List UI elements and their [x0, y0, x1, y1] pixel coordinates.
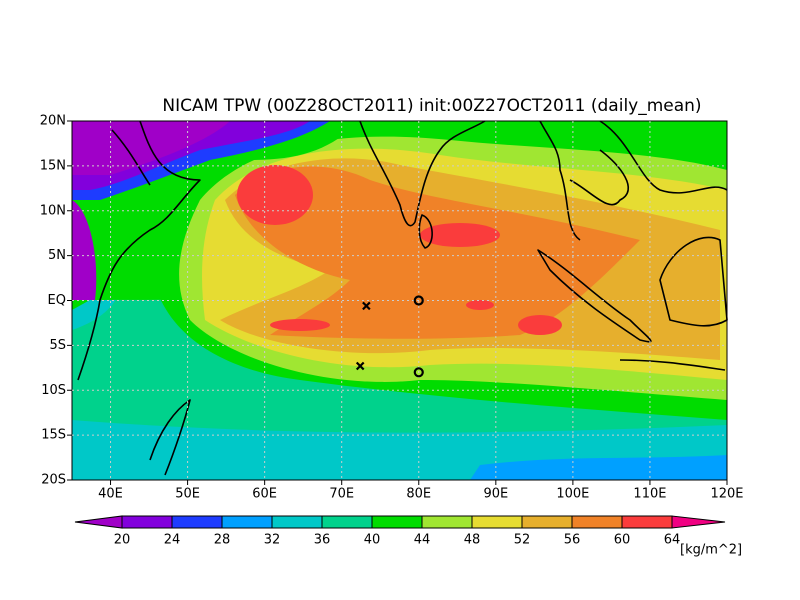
coastline-sumatra [537, 249, 652, 343]
y-tick-label: 20N [40, 114, 66, 129]
colorbar-swatch [271, 515, 323, 529]
colorbar-label: 28 [214, 533, 231, 548]
x-tick-label: 120E [710, 487, 743, 502]
colorbar-label: 24 [164, 533, 181, 548]
coastline-thailand [569, 149, 629, 206]
coastline-java [619, 359, 726, 371]
colorbar-label: 64 [664, 533, 681, 548]
marker-x [355, 361, 365, 371]
x-tick-label: 70E [329, 487, 354, 502]
colorbar-swatch [221, 515, 273, 529]
colorbar-label: 60 [614, 533, 631, 548]
coastline-red-sea [111, 129, 151, 186]
coastline-africa [77, 120, 201, 381]
y-tick-label: 15S [41, 428, 66, 443]
colorbar-label: 20 [114, 533, 131, 548]
y-tick-label: 20S [41, 473, 66, 488]
x-tick-label: 100E [556, 487, 589, 502]
colorbar-swatch [421, 515, 473, 529]
colorbar-label: 52 [514, 533, 531, 548]
colorbar-swatch [471, 515, 523, 529]
tpw-field [72, 121, 727, 480]
coastline-indochina [599, 120, 728, 194]
colorbar-swatch [121, 515, 173, 529]
colorbar-swatch [621, 515, 673, 529]
y-tick-label: 10S [41, 383, 66, 398]
coastlines [77, 120, 728, 476]
colorbar-swatch [571, 515, 623, 529]
coastline-madagascar [149, 399, 191, 476]
x-tick-label: 80E [406, 487, 431, 502]
x-tick-label: 50E [175, 487, 200, 502]
x-tick-label: 60E [252, 487, 277, 502]
colorbar-swatch [321, 515, 373, 529]
y-tick-label: EQ [48, 293, 66, 308]
y-tick-label: 5S [49, 338, 66, 353]
colorbar-label: 36 [314, 533, 331, 548]
colorbar-units: [kg/m^2] [680, 543, 742, 558]
colorbar-swatch [171, 515, 223, 529]
colorbar-label: 40 [364, 533, 381, 548]
x-tick-label: 90E [483, 487, 508, 502]
colorbar-swatch [671, 515, 726, 529]
x-tick-label: 40E [98, 487, 123, 502]
marker-circle [413, 295, 424, 306]
marker-x [362, 301, 371, 311]
map-title: NICAM TPW (00Z28OCT2011) init:00Z27OCT20… [162, 96, 701, 116]
coastline-india [359, 120, 486, 227]
coastline-borneo [659, 236, 728, 327]
colorbar-label: 44 [414, 533, 431, 548]
y-tick-label: 10N [40, 203, 66, 218]
colorbar-swatch [371, 515, 423, 529]
coastline-burma [539, 120, 581, 241]
marker-circle [413, 367, 424, 378]
x-tick-label: 110E [633, 487, 666, 502]
colorbar-label: 48 [464, 533, 481, 548]
colorbar-swatch [521, 515, 573, 529]
colorbar-swatch [74, 515, 123, 529]
y-tick-label: 5N [48, 248, 66, 263]
colorbar-label: 32 [264, 533, 281, 548]
y-tick-label: 15N [40, 158, 66, 173]
colorbar-label: 56 [564, 533, 581, 548]
coastline-sri-lanka [418, 214, 433, 249]
